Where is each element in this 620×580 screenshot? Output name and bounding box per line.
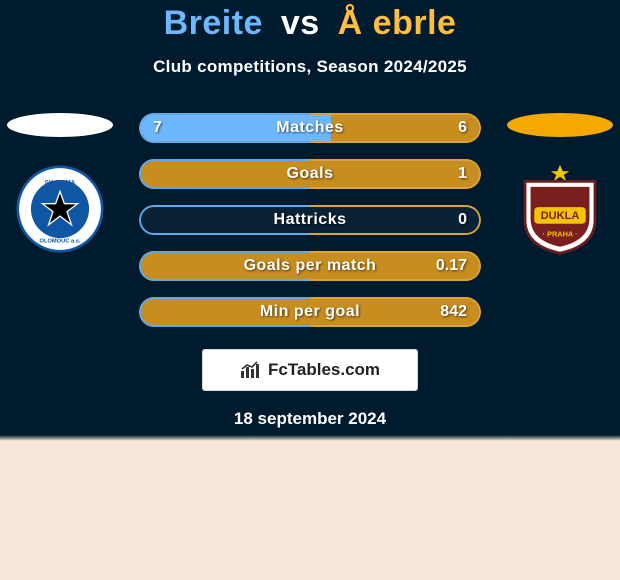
site-label: FcTables.com — [268, 360, 380, 380]
stat-row: Goals per match 0.17 — [139, 251, 481, 281]
svg-text:DUKLA: DUKLA — [541, 210, 580, 222]
stat-value-right: 1 — [458, 165, 467, 183]
stat-row: Min per goal 842 — [139, 297, 481, 327]
club-right-logo: DUKLA · PRAHA · — [512, 165, 608, 253]
stat-label: Goals — [287, 165, 334, 183]
subtitle: Club competitions, Season 2024/2025 — [0, 57, 620, 77]
stats-list: Matches 7 6 Goals 1 Hattricks 0 Goals per match… — [139, 113, 481, 327]
stat-value-right: 0.17 — [436, 257, 467, 275]
stat-row: Hattricks 0 — [139, 205, 481, 235]
chart-icon — [240, 361, 262, 379]
left-side: SK SIGMA OLOMOUC a.s. — [0, 113, 120, 253]
stat-value-left: 7 — [153, 119, 162, 137]
stat-value-right: 842 — [440, 303, 467, 321]
vs-word: vs — [281, 4, 320, 42]
comparison-card: Breite vs Å ebrle Club competitions, Sea… — [0, 0, 620, 429]
right-side: DUKLA · PRAHA · — [500, 113, 620, 253]
stat-label: Matches — [276, 119, 344, 137]
player1-placeholder-avatar — [7, 113, 113, 137]
stat-row: Goals 1 — [139, 159, 481, 189]
stat-value-right: 0 — [458, 211, 467, 229]
club-left-logo: SK SIGMA OLOMOUC a.s. — [12, 165, 108, 253]
player2-placeholder-avatar — [507, 113, 613, 137]
stat-value-right: 6 — [458, 119, 467, 137]
player1-name: Breite — [164, 4, 263, 42]
columns: SK SIGMA OLOMOUC a.s. DUKLA · PR — [0, 113, 620, 327]
player2-name: Å ebrle — [338, 4, 457, 42]
stat-label: Min per goal — [260, 303, 360, 321]
site-badge: FcTables.com — [202, 349, 418, 391]
page-title: Breite vs Å ebrle — [0, 4, 620, 43]
svg-text:OLOMOUC a.s.: OLOMOUC a.s. — [40, 238, 81, 244]
svg-text:· PRAHA ·: · PRAHA · — [543, 230, 578, 239]
svg-text:SK SIGMA: SK SIGMA — [45, 179, 76, 186]
stat-row: Matches 7 6 — [139, 113, 481, 143]
stat-label: Hattricks — [274, 211, 347, 229]
date-label: 18 september 2024 — [0, 409, 620, 429]
stat-label: Goals per match — [244, 257, 377, 275]
